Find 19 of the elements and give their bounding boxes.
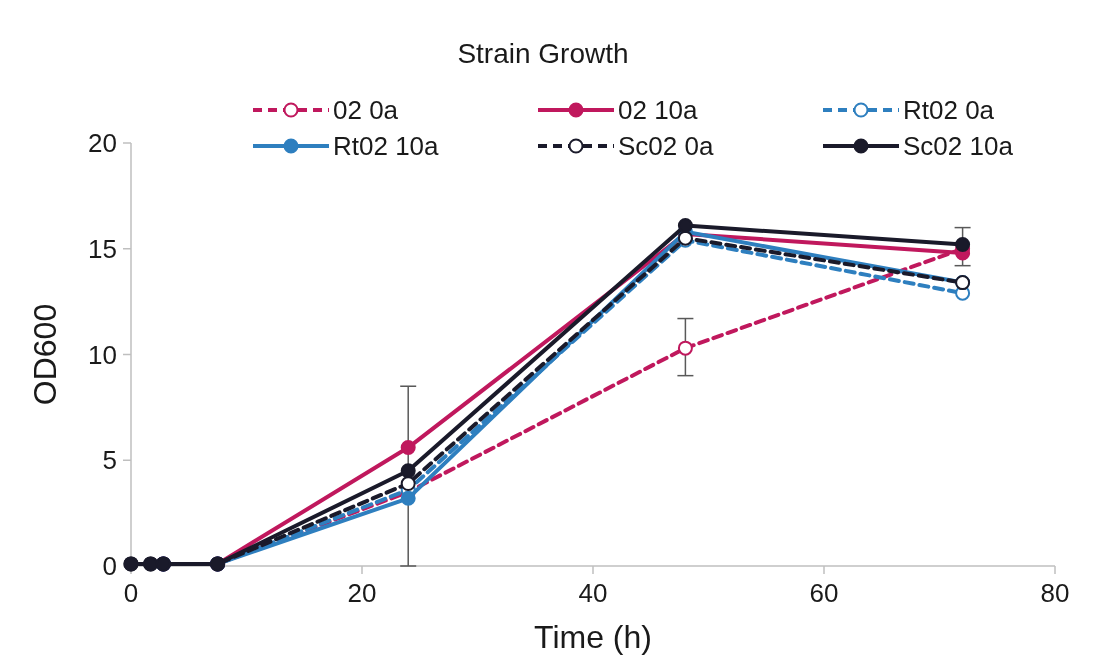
legend-label: Sc02 0a	[618, 131, 714, 162]
x-tick-label: 20	[347, 578, 377, 608]
legend-label: Rt02 10a	[333, 131, 440, 162]
x-tick-label: 40	[578, 578, 608, 608]
legend-label: 02 0a	[333, 95, 399, 126]
y-tick-label: 10	[88, 339, 117, 370]
chart-title: Strain Growth	[457, 38, 629, 69]
x-tick-label: 80	[1040, 578, 1070, 608]
x-tick-label: 60	[809, 578, 839, 608]
y-tick-label: 20	[88, 128, 117, 159]
y-tick-label: 15	[88, 233, 117, 264]
legend-label: 02 10a	[618, 95, 699, 126]
y-tick-label: 5	[102, 445, 117, 476]
legend-label: Sc02 10a	[903, 131, 1014, 162]
x-axis-title: Time (h)	[534, 619, 652, 655]
y-axis-title: OD600	[27, 303, 63, 406]
y-tick-label: 0	[102, 551, 117, 582]
x-tick-label: 0	[123, 578, 139, 608]
legend-label: Rt02 0a	[903, 95, 995, 126]
